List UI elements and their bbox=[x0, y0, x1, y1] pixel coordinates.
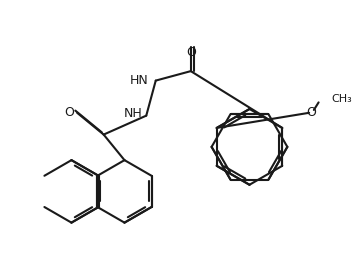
Text: HN: HN bbox=[130, 74, 148, 87]
Text: CH₃: CH₃ bbox=[332, 93, 353, 104]
Text: O: O bbox=[306, 106, 316, 119]
Text: NH: NH bbox=[124, 107, 142, 120]
Text: O: O bbox=[186, 46, 196, 59]
Text: O: O bbox=[65, 106, 74, 119]
